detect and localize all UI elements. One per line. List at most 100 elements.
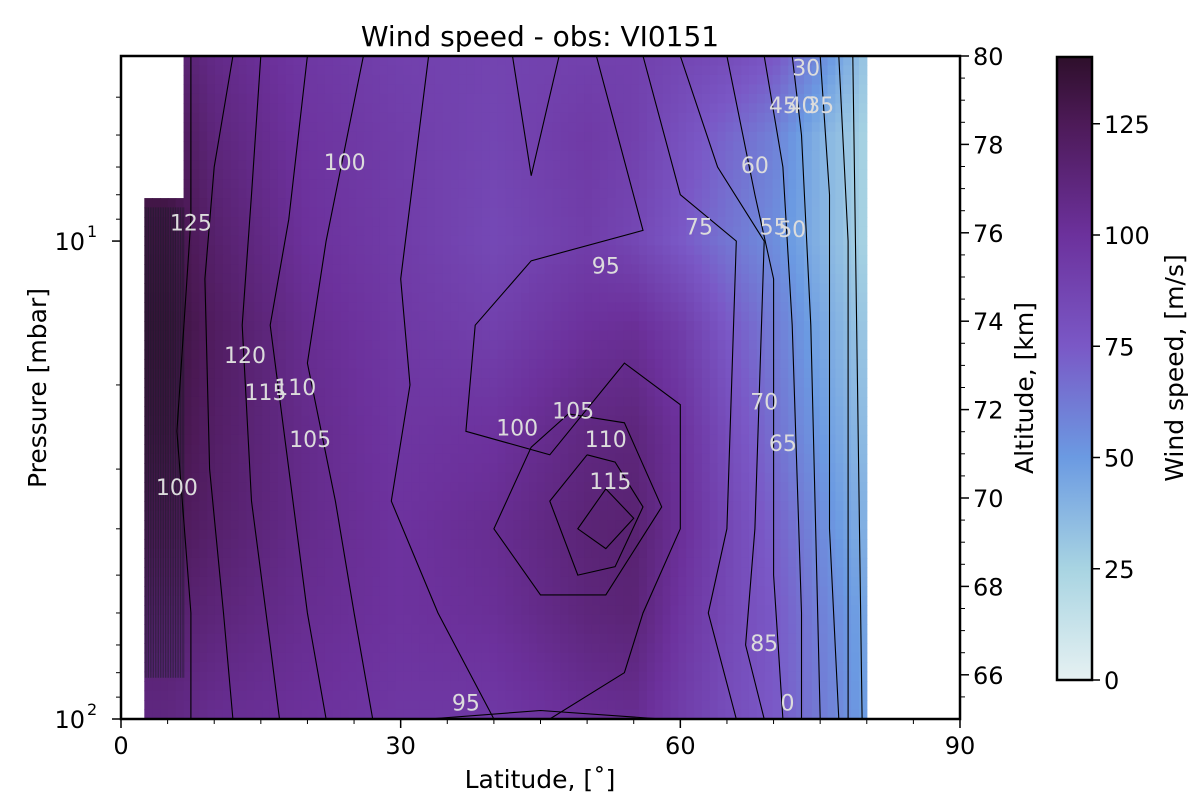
heatmap-cell bbox=[827, 160, 836, 171]
heatmap-cell bbox=[403, 510, 412, 521]
heatmap-cell bbox=[269, 56, 279, 67]
heatmap-cell bbox=[772, 198, 781, 209]
heatmap-cell bbox=[709, 425, 719, 436]
heatmap-cell bbox=[332, 112, 342, 123]
heatmap-cell bbox=[301, 283, 310, 294]
heatmap-cell bbox=[819, 302, 829, 313]
heatmap-cell bbox=[725, 529, 734, 540]
heatmap-cell bbox=[529, 396, 538, 408]
heatmap-cell bbox=[591, 56, 601, 67]
heatmap-cell bbox=[827, 340, 836, 351]
heatmap-cell bbox=[772, 65, 781, 76]
heatmap-cell bbox=[269, 160, 279, 171]
heatmap-cell bbox=[717, 235, 727, 247]
heatmap-cell bbox=[576, 273, 585, 284]
heatmap-cell bbox=[639, 56, 648, 67]
heatmap-cell bbox=[269, 557, 279, 569]
heatmap-cell bbox=[529, 567, 538, 578]
heatmap-cell bbox=[576, 84, 585, 95]
heatmap-cell bbox=[466, 103, 475, 114]
heatmap-cell bbox=[772, 396, 781, 408]
heatmap-cell bbox=[670, 378, 679, 389]
heatmap-cell bbox=[199, 434, 208, 445]
heatmap-cell bbox=[709, 207, 719, 218]
heatmap-cell bbox=[497, 84, 507, 95]
heatmap-cell bbox=[427, 567, 436, 578]
heatmap-cell bbox=[513, 453, 522, 464]
heatmap-cell bbox=[481, 131, 491, 142]
heatmap-cell bbox=[175, 359, 185, 370]
heatmap-cell bbox=[348, 539, 357, 550]
heatmap-cell bbox=[733, 93, 742, 104]
heatmap-cell bbox=[788, 311, 797, 322]
heatmap-cell bbox=[796, 311, 805, 322]
heatmap-cell bbox=[811, 415, 821, 426]
heatmap-cell bbox=[662, 273, 672, 284]
heatmap-cell bbox=[725, 359, 734, 370]
heatmap-cell bbox=[230, 349, 240, 360]
heatmap-cell bbox=[788, 226, 797, 237]
heatmap-cell bbox=[395, 387, 405, 398]
heatmap-cell bbox=[607, 150, 617, 161]
heatmap-cell bbox=[387, 444, 397, 455]
heatmap-cell bbox=[450, 74, 460, 86]
heatmap-cell bbox=[356, 330, 365, 341]
heatmap-cell bbox=[529, 150, 538, 161]
heatmap-cell bbox=[474, 112, 483, 123]
heatmap-cell bbox=[568, 453, 577, 464]
heatmap-cell bbox=[631, 482, 640, 493]
heatmap-cell bbox=[788, 264, 797, 275]
heatmap-cell bbox=[317, 501, 326, 512]
heatmap-cell bbox=[199, 396, 208, 408]
heatmap-cell bbox=[372, 141, 381, 152]
heatmap-cell bbox=[552, 217, 562, 228]
heatmap-cell bbox=[317, 368, 326, 379]
heatmap-cell bbox=[529, 387, 538, 398]
heatmap-cell bbox=[780, 387, 789, 398]
heatmap-cell bbox=[646, 74, 656, 86]
heatmap-cell bbox=[505, 359, 514, 370]
heatmap-cell bbox=[827, 548, 836, 559]
heatmap-cell bbox=[615, 406, 624, 417]
heatmap-cell bbox=[230, 141, 240, 152]
heatmap-cell bbox=[819, 387, 829, 398]
heatmap-cell bbox=[576, 141, 585, 152]
heatmap-cell bbox=[199, 169, 208, 180]
heatmap-cell bbox=[788, 112, 797, 123]
heatmap-cell bbox=[701, 406, 711, 417]
heatmap-cell bbox=[788, 396, 797, 408]
heatmap-cell bbox=[427, 235, 436, 247]
heatmap-cell bbox=[332, 349, 342, 360]
heatmap-cell bbox=[851, 463, 860, 474]
heatmap-cell bbox=[646, 548, 656, 559]
heatmap-cell bbox=[725, 330, 734, 341]
heatmap-cell bbox=[827, 434, 836, 445]
heatmap-cell bbox=[301, 349, 310, 360]
heatmap-cell bbox=[372, 93, 381, 104]
heatmap-cell bbox=[694, 463, 703, 474]
heatmap-cell bbox=[686, 141, 695, 152]
heatmap-cell bbox=[717, 491, 727, 502]
heatmap-cell bbox=[207, 378, 216, 389]
heatmap-cell bbox=[615, 520, 624, 531]
heatmap-cell bbox=[560, 311, 569, 322]
heatmap-cell bbox=[262, 368, 271, 379]
heatmap-cell bbox=[717, 415, 727, 426]
heatmap-cell bbox=[623, 283, 632, 294]
heatmap-cell bbox=[403, 207, 412, 218]
heatmap-cell bbox=[670, 131, 679, 142]
heatmap-cell bbox=[505, 510, 514, 521]
heatmap-cell bbox=[803, 472, 813, 483]
heatmap-cell bbox=[772, 302, 781, 313]
heatmap-cell bbox=[631, 567, 640, 578]
heatmap-cell bbox=[591, 406, 601, 417]
heatmap-cell bbox=[694, 179, 703, 190]
heatmap-cell bbox=[317, 65, 326, 76]
heatmap-cell bbox=[427, 226, 436, 237]
heatmap-cell bbox=[340, 150, 350, 161]
heatmap-cell bbox=[639, 93, 648, 104]
heatmap-cell bbox=[686, 131, 695, 142]
heatmap-cell bbox=[772, 510, 781, 521]
heatmap-cell bbox=[623, 378, 632, 389]
